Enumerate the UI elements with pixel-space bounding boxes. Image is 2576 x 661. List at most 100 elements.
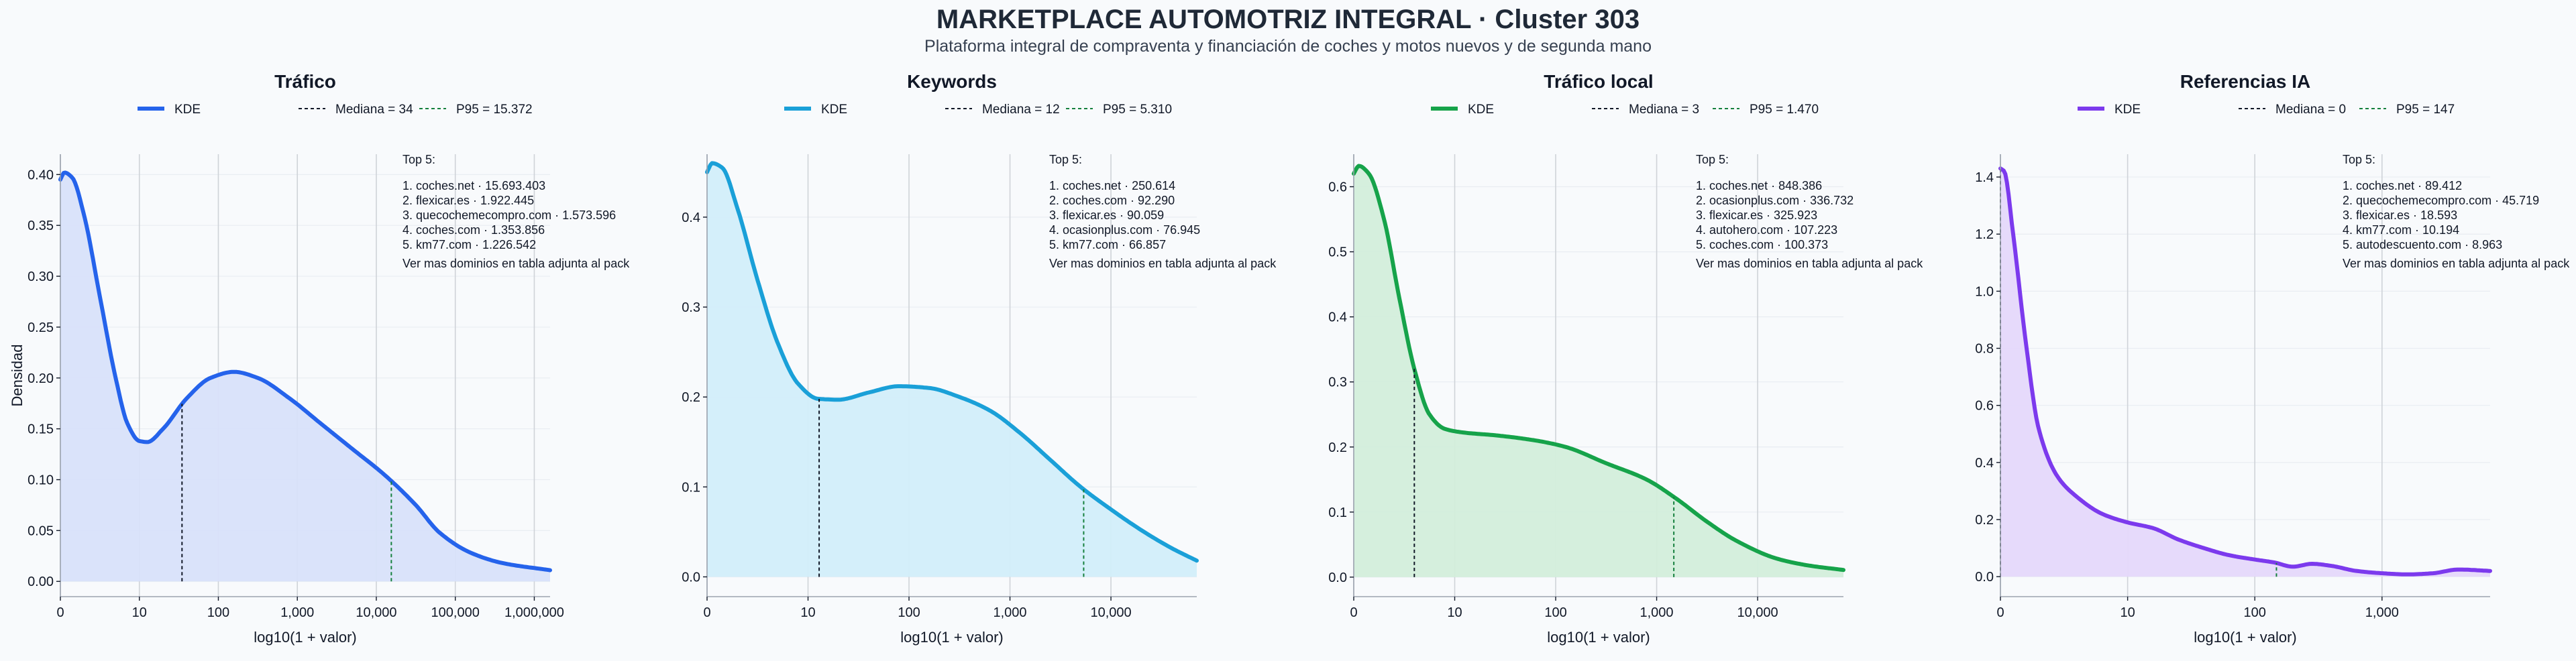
top5-annotation: Top 5: 1. coches.net · 848.386 2. ocasionp… [1696,153,1923,270]
top5-item: 3. flexicar.es · 325.923 [1696,208,1817,222]
top5-item: 1. coches.net · 89.412 [2343,179,2462,192]
y-tick-label: 0.10 [28,473,54,488]
y-tick-label: 0.30 [28,269,54,284]
y-tick-label: 0.6 [1975,399,1994,414]
legend: KDE Mediana = 0 P95 = 147 [2078,103,2455,117]
x-axis-label: log10(1 + valor) [2194,629,2296,646]
top5-item: 1. coches.net · 848.386 [1696,179,1822,192]
top5-item: 2. coches.com · 92.290 [1049,194,1175,207]
legend-kde-label: KDE [821,103,847,117]
kde-line [58,170,552,573]
x-tick-label: 100 [1544,605,1566,620]
y-tick-label: 0.3 [1328,375,1347,390]
top5-title: Top 5: [1696,153,1729,166]
x-tick-label: 0 [1996,605,2004,620]
top5-item: 1. coches.net · 15.693.403 [402,179,545,192]
panel-title: Keywords [907,71,997,92]
figure-title: MARKETPLACE AUTOMOTRIZ INTEGRAL · Cluste… [936,5,1640,34]
y-tick-label: 0.35 [28,219,54,233]
legend-kde-label: KDE [174,103,201,117]
x-tick-label: 10,000 [1737,605,1778,620]
kde-fill [1354,166,1843,577]
x-tick-label: 1,000 [280,605,314,620]
x-tick-label: 100 [898,605,920,620]
y-tick-label: 0.8 [1975,342,1994,357]
y-tick-label: 0.05 [28,524,54,538]
y-tick-label: 0.20 [28,371,54,386]
y-tick-label: 1.2 [1975,227,1994,242]
top5-footer: Ver mas dominios en tabla adjunta al pac… [1696,257,1923,270]
x-tick-label: 0 [1350,605,1357,620]
y-tick-label: 0.4 [1975,456,1994,471]
legend-kde-label: KDE [2114,103,2141,117]
panel-2: Keywords KDE Mediana = 12 P95 = 5.310 0.0 0.1… [682,71,1277,646]
legend-median-label: Mediana = 34 [335,103,413,117]
kde-line [705,161,1199,563]
x-tick-label: 10 [2120,605,2135,620]
y-tick-label: 0.2 [1328,440,1347,455]
x-axis-label: log10(1 + valor) [1547,629,1650,646]
kde-line [1352,164,1845,573]
y-tick-label: 1.0 [1975,284,1994,299]
legend-median-label: Mediana = 3 [1629,103,1699,117]
y-tick-label: 0.3 [682,300,700,315]
y-tick-label: 0.0 [1975,570,1994,585]
y-axis-label: Densidad [9,345,25,407]
x-tick-label: 1,000 [2365,605,2399,620]
legend-p95-label: P95 = 147 [2396,103,2455,117]
legend-p95-label: P95 = 5.310 [1103,103,1172,117]
x-tick-label: 100 [207,605,229,620]
top5-item: 3. flexicar.es · 90.059 [1049,208,1164,222]
top5-item: 5. coches.com · 100.373 [1696,238,1828,251]
top5-item: 3. flexicar.es · 18.593 [2343,208,2457,222]
top5-item: 3. quecochemecompro.com · 1.573.596 [402,208,616,222]
y-tick-label: 0.6 [1328,180,1347,195]
top5-annotation: Top 5: 1. coches.net · 250.614 2. coches.c… [1049,153,1277,270]
y-tick-label: 0.5 [1328,245,1347,260]
top5-item: 2. ocasionplus.com · 336.732 [1696,194,1854,207]
top5-item: 5. autodescuento.com · 8.963 [2343,238,2502,251]
y-tick-label: 0.40 [28,168,54,182]
top5-item: 4. autohero.com · 107.223 [1696,223,1837,237]
x-tick-label: 10,000 [356,605,396,620]
top5-item: 4. km77.com · 10.194 [2343,223,2459,237]
top5-item: 4. ocasionplus.com · 76.945 [1049,223,1200,237]
x-tick-label: 1,000,000 [504,605,564,620]
top5-title: Top 5: [2343,153,2375,166]
x-tick-label: 1,000 [994,605,1027,620]
top5-item: 5. km77.com · 1.226.542 [402,238,536,251]
legend-median-label: Mediana = 12 [982,103,1060,117]
y-tick-label: 0.0 [682,570,700,585]
legend-kde-label: KDE [1468,103,1494,117]
top5-footer: Ver mas dominios en tabla adjunta al pac… [1049,257,1277,270]
y-tick-label: 0.15 [28,422,54,437]
y-tick-label: 0.2 [682,390,700,405]
x-tick-label: 100 [2244,605,2266,620]
legend: KDE Mediana = 34 P95 = 15.372 [138,103,533,117]
y-tick-label: 0.25 [28,320,54,335]
panel-4: Referencias IA KDE Mediana = 0 P95 = 147 0.0… [1975,71,2570,646]
y-tick-label: 0.4 [1328,310,1347,325]
legend: KDE Mediana = 3 P95 = 1.470 [1431,103,1819,117]
y-tick-label: 1.4 [1975,170,1994,185]
kde-line [1998,166,2492,577]
x-tick-label: 100,000 [431,605,480,620]
x-axis-label: log10(1 + valor) [900,629,1003,646]
panel-3: Tráfico local KDE Mediana = 3 P95 = 1.470 0.… [1328,71,1923,646]
panel-title: Tráfico local [1544,71,1653,92]
top5-title: Top 5: [1049,153,1082,166]
y-tick-label: 0.00 [28,575,54,589]
x-tick-label: 0 [56,605,64,620]
x-tick-label: 10 [1447,605,1462,620]
y-tick-label: 0.1 [682,480,700,495]
top5-annotation: Top 5: 1. coches.net · 15.693.403 2. flexi… [402,153,630,270]
legend-p95-label: P95 = 1.470 [1750,103,1819,117]
top5-item: 2. quecochemecompro.com · 45.719 [2343,194,2539,207]
top5-footer: Ver mas dominios en tabla adjunta al pac… [2343,257,2570,270]
x-axis-label: log10(1 + valor) [254,629,356,646]
x-tick-label: 10 [132,605,147,620]
figure-subtitle: Plataforma integral de compraventa y fin… [924,37,1652,56]
kde-fill [2000,168,2490,577]
top5-item: 1. coches.net · 250.614 [1049,179,1175,192]
